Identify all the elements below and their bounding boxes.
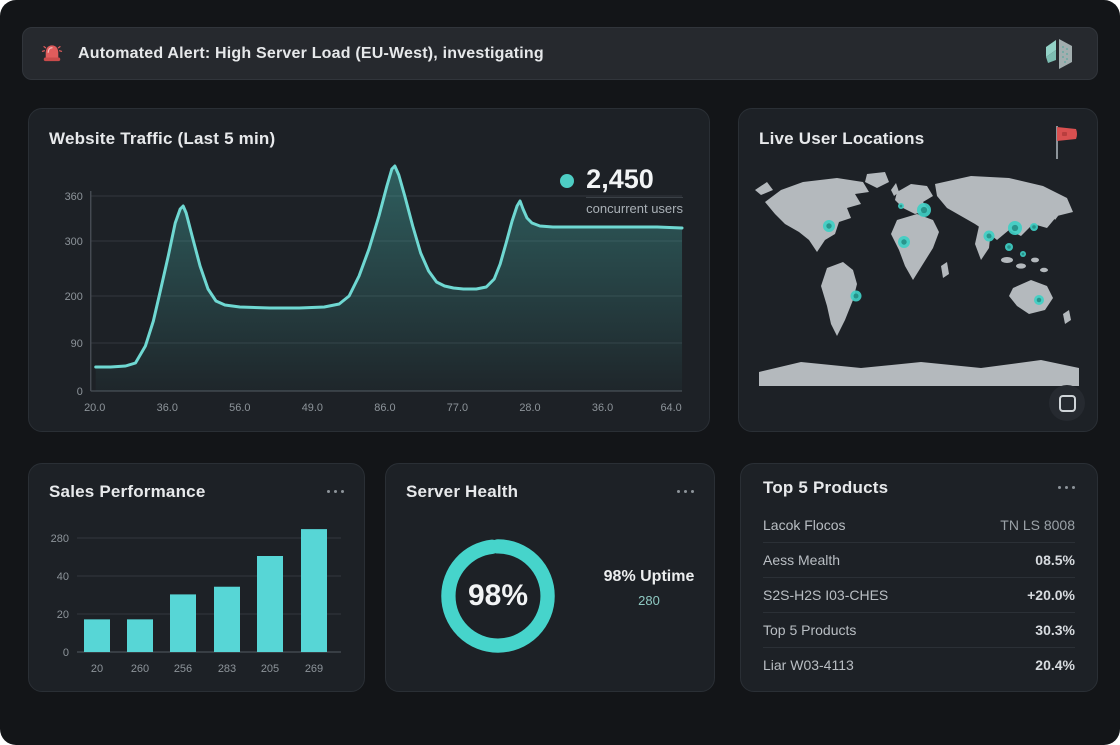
sales-title: Sales Performance	[49, 482, 206, 501]
product-row[interactable]: Lacok Flocos TN LS 8008	[763, 508, 1075, 543]
server-health-panel: Server Health 98% 98% Uptime 280	[385, 463, 715, 692]
x-tick: 260	[131, 663, 149, 675]
product-value: TN LS 8008	[1000, 517, 1075, 533]
live-user-locations-panel: Live User Locations	[738, 108, 1098, 432]
more-menu-icon[interactable]	[677, 490, 694, 493]
user-location-marker-core	[920, 206, 928, 214]
x-tick: 20	[91, 663, 103, 675]
user-location-marker-core	[901, 239, 907, 245]
x-tick: 269	[305, 663, 323, 675]
user-location-marker-core	[853, 293, 859, 299]
product-name: Aess Mealth	[763, 552, 841, 568]
x-tick: 205	[261, 663, 279, 675]
user-location-marker-core	[986, 233, 992, 239]
user-location-marker-core	[1036, 297, 1042, 303]
x-tick: 64.0	[660, 402, 681, 414]
uptime-percent: 98%	[467, 579, 529, 612]
traffic-title: Website Traffic (Last 5 min)	[49, 129, 276, 148]
product-value: 30.3%	[1035, 622, 1075, 638]
more-menu-icon[interactable]	[1058, 486, 1075, 489]
website-traffic-panel: Website Traffic (Last 5 min) 360 300 200…	[28, 108, 710, 432]
x-tick: 20.0	[84, 402, 105, 414]
user-location-marker-core	[826, 223, 832, 229]
user-location-marker-core	[899, 204, 903, 208]
product-row[interactable]: S2S-H2S I03-CHES +20.0%	[763, 578, 1075, 613]
concurrent-users-label: concurrent users	[586, 201, 683, 217]
y-tick: 0	[63, 647, 69, 659]
sales-bar	[214, 586, 240, 652]
siren-icon	[39, 41, 65, 67]
traffic-legend: 2,450 concurrent users	[560, 165, 683, 216]
more-menu-icon[interactable]	[327, 490, 344, 493]
alert-message: Automated Alert: High Server Load (EU-We…	[78, 44, 544, 62]
user-location-marker-core	[1011, 224, 1019, 232]
user-location-marker-core	[1007, 245, 1011, 249]
red-flag-icon	[1053, 123, 1079, 166]
y-tick: 300	[65, 236, 83, 248]
uptime-donut-chart: 98%	[436, 534, 560, 658]
user-location-marker-core	[1032, 225, 1036, 229]
product-value: 08.5%	[1035, 552, 1075, 568]
uptime-label: 98% Uptime	[603, 568, 695, 585]
x-tick: 49.0	[302, 402, 323, 414]
y-tick: 0	[77, 386, 83, 398]
products-table: Lacok Flocos TN LS 8008 Aess Mealth 08.5% S2…	[763, 508, 1075, 682]
y-tick: 360	[65, 191, 83, 203]
alert-banner: Automated Alert: High Server Load (EU-We…	[22, 27, 1098, 80]
product-value: 20.4%	[1035, 657, 1075, 673]
product-name: Top 5 Products	[763, 622, 857, 638]
brand-logo-icon	[1039, 35, 1081, 73]
x-tick: 56.0	[229, 402, 250, 414]
map-title: Live User Locations	[759, 129, 925, 148]
sales-bar-chart: 280 40 20 0 20 260 256 283 205 269	[51, 529, 341, 675]
x-tick: 36.0	[592, 402, 613, 414]
x-tick: 77.0	[447, 402, 468, 414]
product-name: S2S-H2S I03-CHES	[763, 587, 889, 603]
concurrent-users-value: 2,450	[586, 164, 654, 194]
top-products-panel: Top 5 Products Lacok Flocos TN LS 8008 Aes…	[740, 463, 1098, 692]
product-row[interactable]: Aess Mealth 08.5%	[763, 543, 1075, 578]
y-tick: 40	[57, 571, 69, 583]
sales-bar	[301, 529, 327, 652]
y-tick: 280	[51, 533, 69, 545]
x-tick: 86.0	[374, 402, 395, 414]
expand-icon	[1058, 394, 1076, 412]
x-tick: 28.0	[519, 402, 540, 414]
map-expand-button[interactable]	[1049, 385, 1085, 421]
sales-performance-panel: Sales Performance 280 40 20 0 20 260 256…	[28, 463, 365, 692]
server-title: Server Health	[406, 482, 519, 501]
x-tick: 256	[174, 663, 192, 675]
product-row[interactable]: Top 5 Products 30.3%	[763, 613, 1075, 648]
legend-dot-icon	[560, 174, 575, 188]
product-name: Lacok Flocos	[763, 517, 846, 533]
x-tick: 283	[218, 663, 236, 675]
sales-bar	[170, 594, 196, 652]
sales-bar	[84, 619, 110, 652]
product-value: +20.0%	[1027, 587, 1075, 603]
world-map	[755, 172, 1079, 386]
y-tick: 200	[65, 291, 83, 303]
y-tick: 20	[57, 609, 69, 621]
products-title: Top 5 Products	[763, 478, 889, 497]
product-row[interactable]: Liar W03-4113 20.4%	[763, 648, 1075, 682]
user-location-marker-core	[1021, 252, 1025, 256]
y-tick: 90	[71, 338, 83, 350]
uptime-sub-value: 280	[638, 593, 660, 608]
sales-bar	[257, 556, 283, 652]
product-name: Liar W03-4113	[763, 657, 854, 673]
sales-bar	[127, 619, 153, 652]
x-tick: 36.0	[157, 402, 178, 414]
traffic-area-chart: 360 300 200 90 0 20.0 36.0 56.0 49.0 86.…	[65, 164, 684, 414]
